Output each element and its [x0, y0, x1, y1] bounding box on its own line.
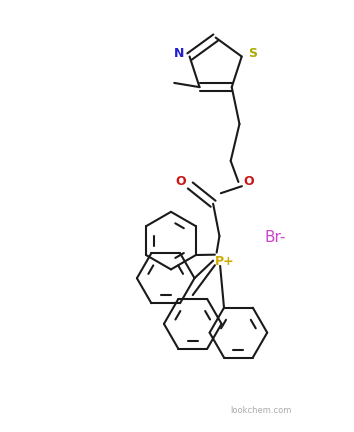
Text: N: N: [174, 47, 184, 60]
Text: Br-: Br-: [265, 229, 286, 245]
Text: lookchem.com: lookchem.com: [230, 407, 292, 416]
Text: O: O: [243, 175, 253, 188]
Text: P+: P+: [215, 255, 234, 268]
Text: O: O: [175, 175, 186, 188]
Text: S: S: [249, 47, 257, 60]
